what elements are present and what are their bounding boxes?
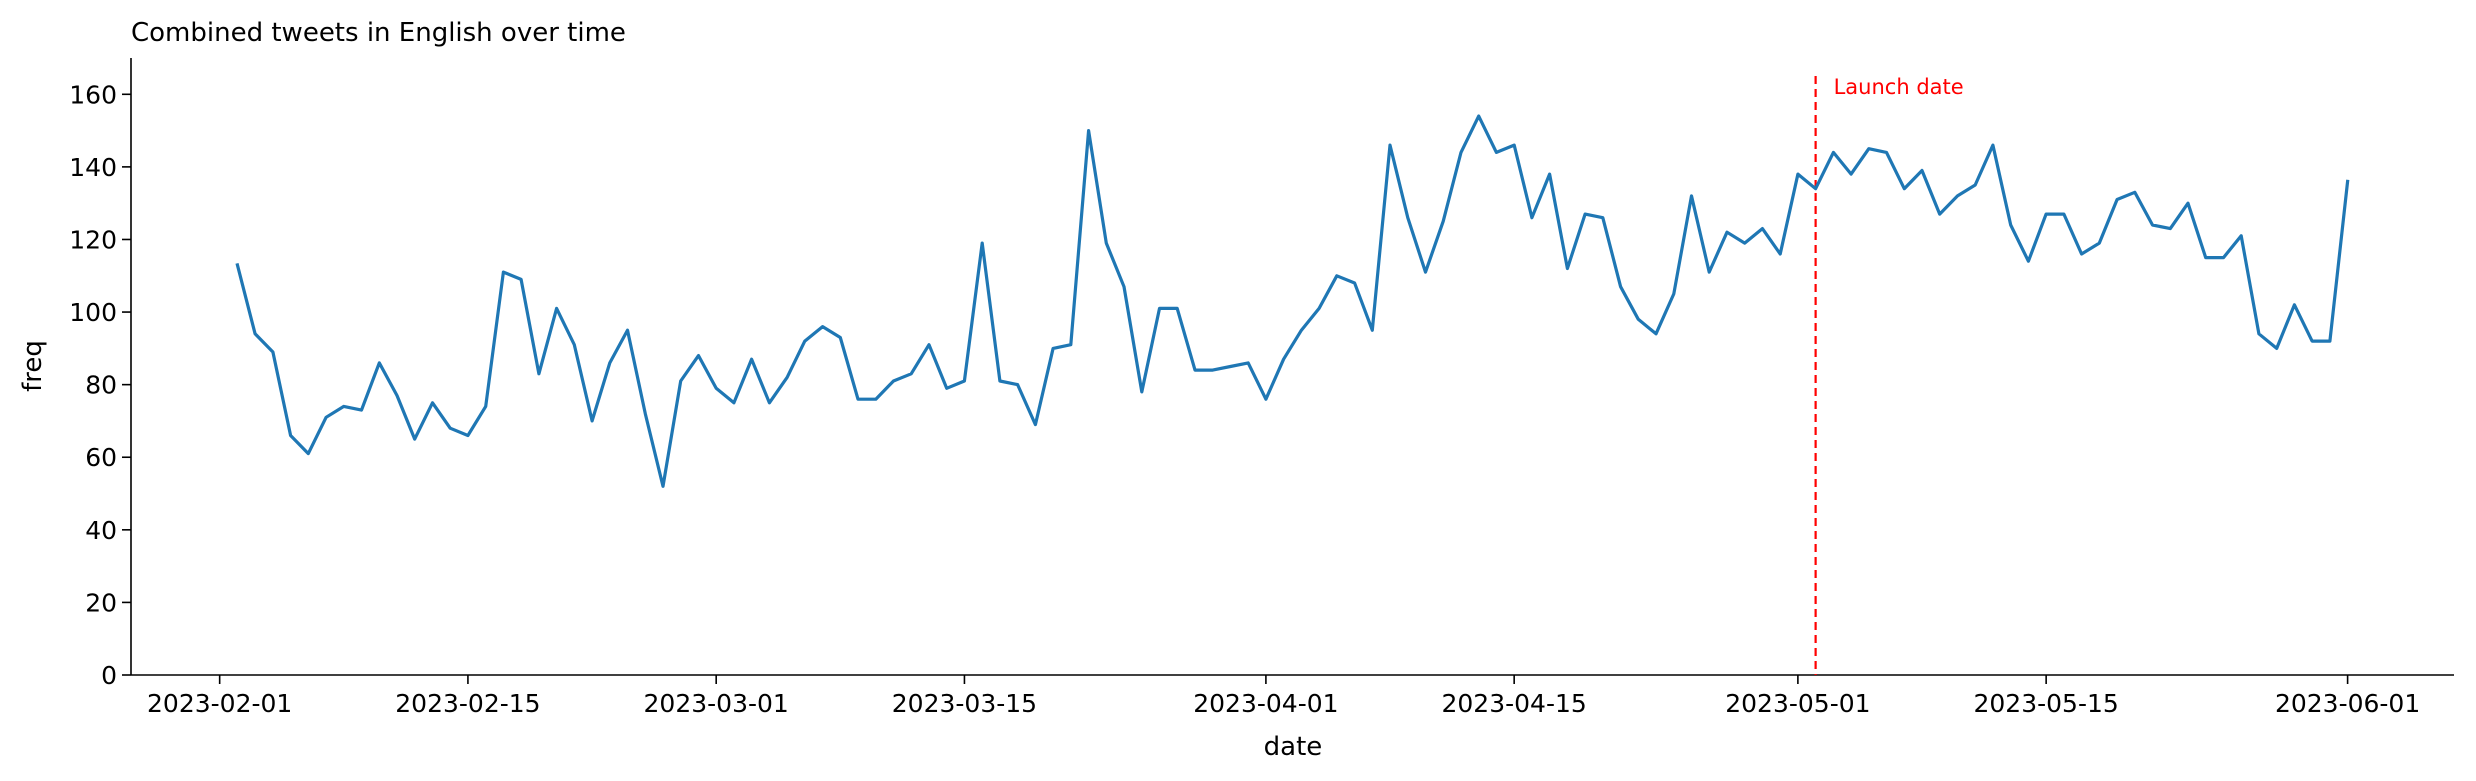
x-tick-label: 2023-03-01 [644, 689, 789, 718]
y-tick-label: 80 [85, 371, 117, 400]
y-tick-label: 100 [69, 298, 117, 327]
x-axis-label: date [1264, 732, 1323, 762]
y-tick-label: 60 [85, 443, 117, 472]
x-tick-label: 2023-05-01 [1725, 689, 1870, 718]
x-tick-label: 2023-04-15 [1442, 689, 1587, 718]
x-tick-label: 2023-04-01 [1193, 689, 1338, 718]
x-tick-label: 2023-05-15 [1973, 689, 2118, 718]
y-tick-label: 120 [69, 225, 117, 254]
annotations: Launch date [1814, 75, 1964, 675]
y-tick-label: 40 [85, 516, 117, 545]
series-line [235, 114, 2350, 488]
launch-date-label: Launch date [1834, 75, 1964, 99]
x-tick-label: 2023-02-01 [147, 689, 292, 718]
x-tick-label: 2023-03-15 [892, 689, 1037, 718]
y-axis-label: freq [18, 340, 48, 392]
y-ticks: 0 20 40 60 80 100 120 140 160 [69, 80, 131, 690]
x-tick-label: 2023-06-01 [2275, 689, 2420, 718]
series-group [235, 114, 2350, 488]
x-tick-label: 2023-02-15 [395, 689, 540, 718]
y-tick-label: 140 [69, 153, 117, 182]
chart-title: Combined tweets in English over time [131, 18, 626, 48]
y-tick-label: 20 [85, 588, 117, 617]
y-tick-label: 0 [101, 661, 117, 690]
y-tick-label: 160 [69, 80, 117, 109]
x-ticks: 2023-02-01 2023-02-15 2023-03-01 2023-03-15… [147, 675, 2420, 718]
